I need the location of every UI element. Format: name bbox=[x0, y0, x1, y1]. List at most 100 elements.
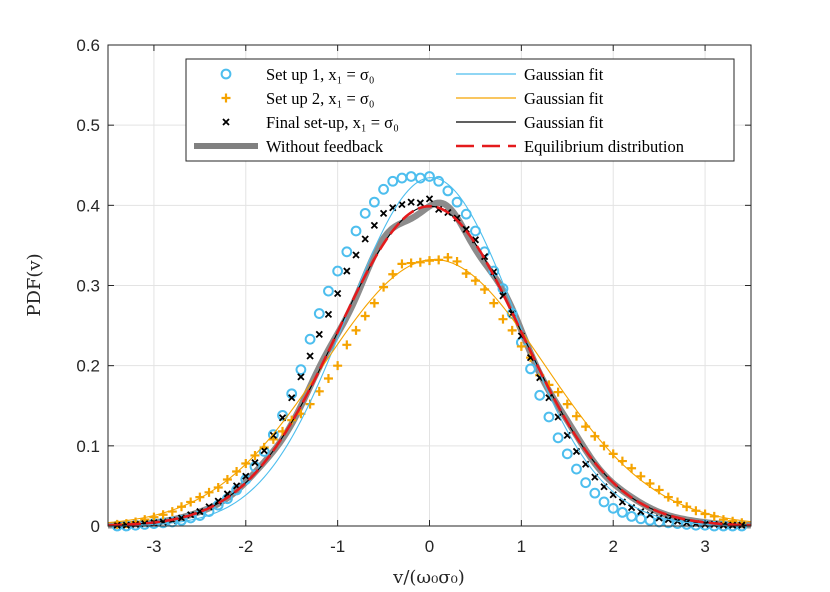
x-axis-label: v/(ω₀σ₀) bbox=[392, 567, 465, 588]
data-point bbox=[242, 472, 250, 480]
data-point bbox=[368, 196, 380, 208]
legend-marker bbox=[222, 118, 230, 126]
setup2-gaussian-fit bbox=[107, 258, 752, 524]
legend-label: Without feedback bbox=[266, 137, 384, 156]
data-point bbox=[498, 314, 508, 324]
data-point bbox=[673, 497, 683, 507]
data-point bbox=[589, 487, 601, 499]
data-point bbox=[314, 386, 324, 396]
legend-item-equilibrium: Equilibrium distribution bbox=[456, 137, 684, 156]
legend-item-final: Final set-up, x₁ = σ₀ bbox=[222, 113, 399, 132]
legend-item-fit1: Gaussian fit bbox=[456, 65, 604, 84]
equilibrium-line bbox=[107, 204, 752, 527]
data-point bbox=[516, 341, 526, 351]
data-point bbox=[334, 289, 342, 298]
data-point bbox=[580, 477, 592, 489]
data-point bbox=[416, 199, 424, 207]
y-tick-label: 0.3 bbox=[76, 277, 100, 296]
data-point bbox=[379, 209, 388, 217]
data-point bbox=[288, 394, 296, 402]
data-point bbox=[315, 330, 323, 339]
data-point bbox=[323, 373, 333, 383]
x-tick-label: -3 bbox=[146, 537, 161, 556]
data-point bbox=[609, 491, 617, 499]
data-point bbox=[608, 449, 618, 459]
legend-box bbox=[185, 58, 735, 162]
data-point bbox=[350, 225, 362, 237]
data-point bbox=[361, 235, 369, 243]
data-point bbox=[332, 265, 344, 277]
data-point bbox=[324, 310, 333, 318]
data-point bbox=[297, 373, 305, 381]
data-point bbox=[359, 207, 371, 219]
data-point bbox=[369, 298, 379, 308]
setup2-points bbox=[112, 252, 747, 529]
data-point bbox=[251, 459, 259, 467]
legend-label: Gaussian fit bbox=[524, 65, 604, 84]
y-axis-label: PDF(v) bbox=[24, 253, 45, 316]
x-tick-label: -2 bbox=[238, 537, 253, 556]
data-point bbox=[553, 387, 563, 397]
data-point bbox=[425, 195, 434, 203]
data-point bbox=[407, 198, 415, 206]
data-point bbox=[607, 502, 619, 514]
legend-marker bbox=[220, 68, 232, 80]
legend: Set up 1, x₁ = σ₀ Gaussian fit Set up 2, x… bbox=[185, 58, 735, 162]
data-point bbox=[370, 221, 379, 230]
legend-label: Equilibrium distribution bbox=[524, 137, 684, 156]
data-point bbox=[360, 311, 370, 321]
data-point bbox=[525, 363, 536, 375]
data-point bbox=[552, 432, 564, 444]
data-point bbox=[507, 325, 517, 335]
x-tick-label: 2 bbox=[608, 537, 617, 556]
data-point bbox=[213, 483, 223, 493]
data-point bbox=[618, 498, 627, 506]
data-point bbox=[379, 282, 389, 292]
tick-labels: -3 -2 -1 0 1 2 3 0 0.1 0.2 0.3 0.4 0.5 0.6 bbox=[76, 36, 709, 556]
legend-label: Final set-up, x₁ = σ₀ bbox=[266, 113, 399, 132]
data-point bbox=[442, 185, 454, 197]
data-point bbox=[269, 431, 277, 440]
data-point bbox=[313, 308, 325, 319]
data-point bbox=[277, 409, 288, 421]
legend-item-setup2: Set up 2, x₁ = σ₀ bbox=[221, 89, 375, 108]
data-point bbox=[617, 506, 628, 518]
data-point bbox=[186, 497, 196, 507]
x-tick-label: 3 bbox=[700, 537, 709, 556]
y-tick-label: 0.6 bbox=[76, 36, 100, 55]
data-point bbox=[598, 496, 610, 508]
data-point bbox=[260, 447, 268, 455]
data-point bbox=[627, 463, 637, 473]
data-point bbox=[323, 285, 334, 297]
y-tick-label: 0.5 bbox=[76, 116, 100, 135]
data-point bbox=[232, 466, 242, 476]
data-point bbox=[341, 246, 353, 258]
data-point bbox=[398, 200, 406, 209]
data-point bbox=[582, 460, 590, 468]
data-point bbox=[562, 399, 572, 409]
legend-label: Gaussian fit bbox=[524, 89, 604, 108]
data-point bbox=[342, 340, 352, 350]
legend-item-fit3: Gaussian fit bbox=[456, 113, 604, 132]
data-point bbox=[571, 411, 581, 421]
x-tick-label: -1 bbox=[330, 537, 345, 556]
data-point bbox=[543, 411, 555, 423]
legend-marker bbox=[221, 93, 231, 103]
axes bbox=[107, 44, 752, 527]
data-point bbox=[534, 389, 546, 401]
data-point bbox=[718, 515, 728, 525]
data-point bbox=[599, 441, 609, 451]
data-point bbox=[397, 259, 407, 269]
data-point bbox=[378, 183, 389, 195]
data-point bbox=[158, 510, 168, 520]
data-point bbox=[195, 492, 205, 502]
data-point bbox=[333, 361, 343, 371]
data-point bbox=[304, 333, 316, 345]
data-point bbox=[636, 471, 646, 481]
data-point bbox=[554, 413, 562, 421]
data-point bbox=[387, 175, 399, 187]
y-tick-label: 0.2 bbox=[76, 357, 100, 376]
data-point bbox=[352, 251, 360, 259]
legend-label: Gaussian fit bbox=[524, 113, 604, 132]
